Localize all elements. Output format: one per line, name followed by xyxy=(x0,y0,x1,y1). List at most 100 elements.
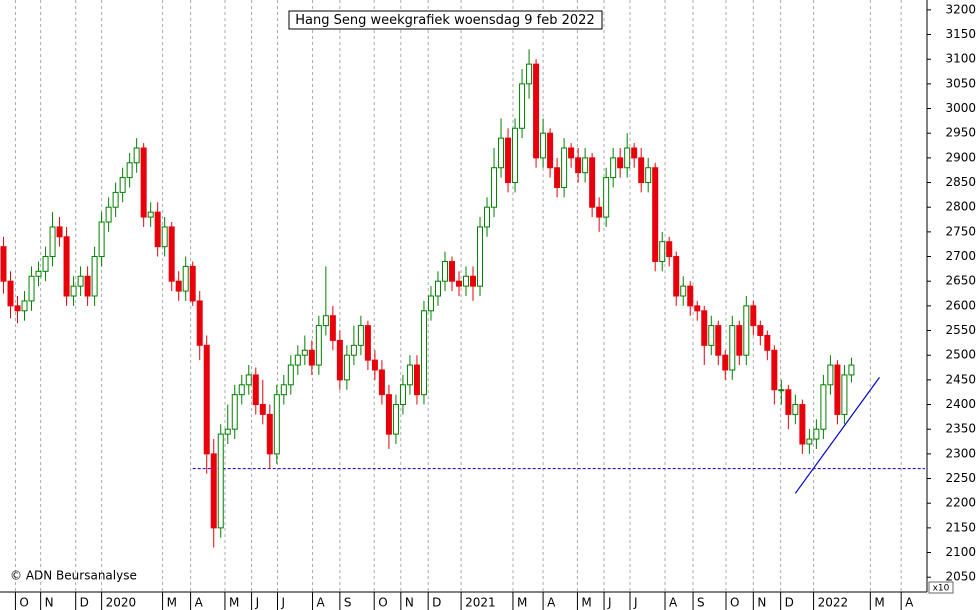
candle-body xyxy=(799,404,806,445)
y-tick-label: 2600 xyxy=(945,298,976,312)
y-tick-label: 2850 xyxy=(945,175,976,189)
candle-body xyxy=(813,428,820,440)
candle-body xyxy=(771,349,778,391)
y-tick-label: 2500 xyxy=(945,348,976,362)
candle-body xyxy=(448,260,455,282)
candle-body xyxy=(519,83,526,129)
candle-body xyxy=(196,300,203,346)
candle-body xyxy=(21,300,28,312)
candle-body xyxy=(189,265,196,302)
x-tick-label: 2021 xyxy=(465,596,496,610)
candle-body xyxy=(512,127,519,184)
candle-body xyxy=(357,325,364,346)
candle-body xyxy=(582,157,589,174)
candle-body xyxy=(224,428,231,435)
candle-body xyxy=(119,177,126,193)
candle-body xyxy=(470,275,477,287)
candle-body xyxy=(743,305,750,356)
y-tick-label: 2050 xyxy=(945,570,976,584)
y-tick-label: 3150 xyxy=(945,27,976,41)
y-tick-label: 2250 xyxy=(945,471,976,485)
y-tick-label: 2650 xyxy=(945,274,976,288)
candle-body xyxy=(308,349,315,366)
candle-body xyxy=(217,433,224,529)
candle-body xyxy=(259,404,266,415)
candle-body xyxy=(652,167,659,262)
candle-body xyxy=(245,374,252,386)
candle-body xyxy=(484,206,491,228)
candle-body xyxy=(441,260,448,282)
candle-body xyxy=(280,384,287,396)
y-tick-label: 2900 xyxy=(945,150,976,164)
candle-body xyxy=(175,280,182,292)
x-tick-label: A xyxy=(547,596,556,610)
candle-body xyxy=(28,275,35,302)
candle-body xyxy=(14,305,21,312)
candle-body xyxy=(694,305,701,312)
trend-line xyxy=(794,377,880,494)
x-tick-label: N xyxy=(45,596,54,610)
candle-body xyxy=(568,147,575,159)
x-tick-label: A xyxy=(195,596,204,610)
candle-body xyxy=(792,404,799,415)
x-tick-label: J xyxy=(607,596,612,610)
y-tick-label: 3200 xyxy=(945,2,976,16)
candle-body xyxy=(708,325,715,346)
candle-body xyxy=(56,226,63,238)
candle-body xyxy=(491,167,498,208)
y-tick-label: 2400 xyxy=(945,397,976,411)
x-tick-label: M xyxy=(229,596,239,610)
candle-body xyxy=(371,359,378,371)
y-tick-label: 3100 xyxy=(945,52,976,66)
x-tick-label: A xyxy=(669,596,678,610)
candle-body xyxy=(463,275,470,287)
x-tick-label: 2020 xyxy=(106,596,137,610)
candle-body xyxy=(252,374,259,406)
chart-title: Hang Seng weekgrafiek woensdag 9 feb 202… xyxy=(295,13,594,28)
candle-body xyxy=(406,364,413,386)
x-tick-label: S xyxy=(344,596,352,610)
candle-body xyxy=(427,295,434,312)
candle-body xyxy=(701,310,708,346)
candle-body xyxy=(105,206,112,223)
candle-body xyxy=(477,226,484,287)
candle-body xyxy=(399,384,406,406)
candle-body xyxy=(750,305,757,327)
x-tick-label: D xyxy=(80,596,89,610)
candle-body xyxy=(827,364,834,386)
candle-body xyxy=(498,137,505,169)
y-tick-label: 2800 xyxy=(945,200,976,214)
candle-body xyxy=(322,315,329,327)
candle-body xyxy=(680,285,687,297)
candle-body xyxy=(63,236,70,297)
x-tick-label: A xyxy=(317,596,326,610)
y-tick-label: 2450 xyxy=(945,372,976,386)
candle-body xyxy=(364,325,371,361)
candle-body xyxy=(343,354,350,381)
unit-label: x10 xyxy=(933,584,950,594)
candle-body xyxy=(140,147,147,218)
candle-body xyxy=(273,394,280,455)
x-tick-label: O xyxy=(730,596,739,610)
y-tick-label: 2950 xyxy=(945,126,976,140)
x-tick-label: S xyxy=(697,596,705,610)
candle-body xyxy=(7,280,14,307)
candle-body xyxy=(547,132,554,169)
candle-body xyxy=(385,394,392,435)
candle-body xyxy=(0,246,7,282)
y-tick-label: 2300 xyxy=(945,446,976,460)
candle-body xyxy=(841,374,848,415)
candle-body xyxy=(715,325,722,356)
y-tick-label: 2200 xyxy=(945,496,976,510)
candle-body xyxy=(168,226,175,282)
candle-body xyxy=(49,226,56,258)
candle-body xyxy=(77,275,84,287)
candle-body xyxy=(266,413,273,455)
y-tick-label: 2350 xyxy=(945,422,976,436)
candles xyxy=(0,49,925,548)
candle-body xyxy=(729,325,736,371)
candle-body xyxy=(70,285,77,297)
y-tick-label: 2750 xyxy=(945,224,976,238)
x-tick-label: J xyxy=(281,596,286,610)
